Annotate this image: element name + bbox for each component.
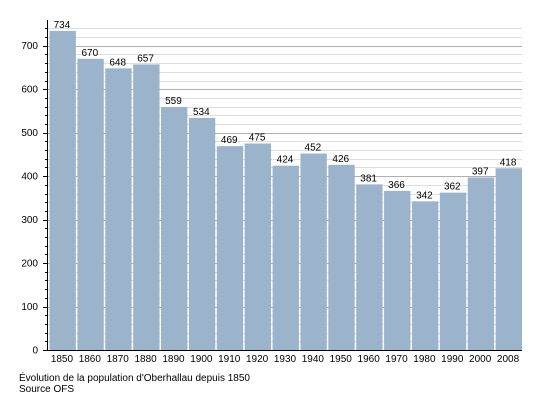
y-tick-label-600: 600 [21, 85, 38, 96]
data-label-1860: 670 [81, 48, 98, 59]
axes: 0 100 200 300 400 500 600 700 [21, 20, 522, 357]
bar-1980 [411, 201, 439, 350]
bar-1870 [105, 68, 132, 350]
data-label-1960: 381 [360, 173, 377, 184]
x-tick-label-1970: 1970 [385, 354, 408, 365]
bar-1860 [77, 58, 104, 351]
bar-1890 [161, 107, 188, 351]
bar-1950 [328, 164, 355, 350]
x-tick-label-1920: 1920 [246, 354, 269, 365]
bar-1940 [300, 153, 327, 350]
data-label-1870: 648 [109, 57, 126, 68]
x-tick-label-2008: 2008 [497, 354, 520, 365]
data-label-1930: 424 [277, 155, 294, 166]
bar-1930 [272, 165, 299, 350]
x-tick-label-1950: 1950 [330, 354, 353, 365]
data-label-1920: 475 [249, 133, 266, 144]
bar-2008 [495, 168, 522, 350]
x-tick-label-1960: 1960 [358, 354, 381, 365]
data-label-2008: 418 [500, 157, 517, 168]
data-label-1880: 657 [137, 53, 154, 64]
data-label-1890: 559 [165, 96, 182, 107]
data-label-1900: 534 [193, 107, 210, 118]
y-tick-label-300: 300 [21, 215, 38, 226]
y-tick-label-0: 0 [32, 346, 38, 357]
x-tick-label-1910: 1910 [218, 354, 241, 365]
data-label-1980: 342 [416, 190, 433, 201]
data-label-1970: 366 [388, 180, 405, 191]
data-labels: 734 1850 670 1860 648 1870 657 1880 559 1890 534 19… [51, 20, 520, 365]
data-label-2000: 397 [472, 166, 489, 177]
x-tick-label-1980: 1980 [413, 354, 436, 365]
bar-1960 [356, 184, 383, 350]
data-label-1850: 734 [54, 20, 71, 31]
x-tick-label-1850: 1850 [51, 354, 74, 365]
x-tick-label-1870: 1870 [107, 354, 130, 365]
x-tick-label-1940: 1940 [302, 354, 325, 365]
bar-1910 [216, 146, 244, 350]
x-tick-label-1880: 1880 [134, 354, 157, 365]
bar-1850 [49, 30, 76, 350]
bar-2000 [467, 177, 495, 350]
chart-caption: Évolution de la population d'Oberhallau … [19, 373, 250, 384]
bar-1970 [384, 190, 411, 350]
x-tick-label-2000: 2000 [469, 354, 492, 365]
bar-1880 [133, 64, 160, 351]
y-tick-label-500: 500 [21, 128, 38, 139]
x-tick-label-1890: 1890 [162, 354, 185, 365]
y-tick-label-700: 700 [21, 41, 38, 52]
x-tick-label-1990: 1990 [441, 354, 464, 365]
bars [49, 30, 522, 351]
data-label-1990: 362 [444, 182, 461, 193]
x-tick-label-1900: 1900 [190, 354, 213, 365]
bar-1990 [439, 192, 467, 350]
x-tick-label-1860: 1860 [79, 354, 102, 365]
y-tick-label-100: 100 [21, 302, 38, 313]
bar-1920 [244, 143, 272, 350]
bar-1900 [188, 117, 216, 350]
y-tick-label-400: 400 [21, 172, 38, 183]
x-tick-label-1930: 1930 [274, 354, 297, 365]
y-tick-label-200: 200 [21, 259, 38, 270]
data-label-1940: 452 [305, 143, 322, 154]
data-label-1950: 426 [332, 154, 349, 165]
chart-source: Source OFS [19, 384, 75, 395]
data-label-1910: 469 [221, 135, 238, 146]
